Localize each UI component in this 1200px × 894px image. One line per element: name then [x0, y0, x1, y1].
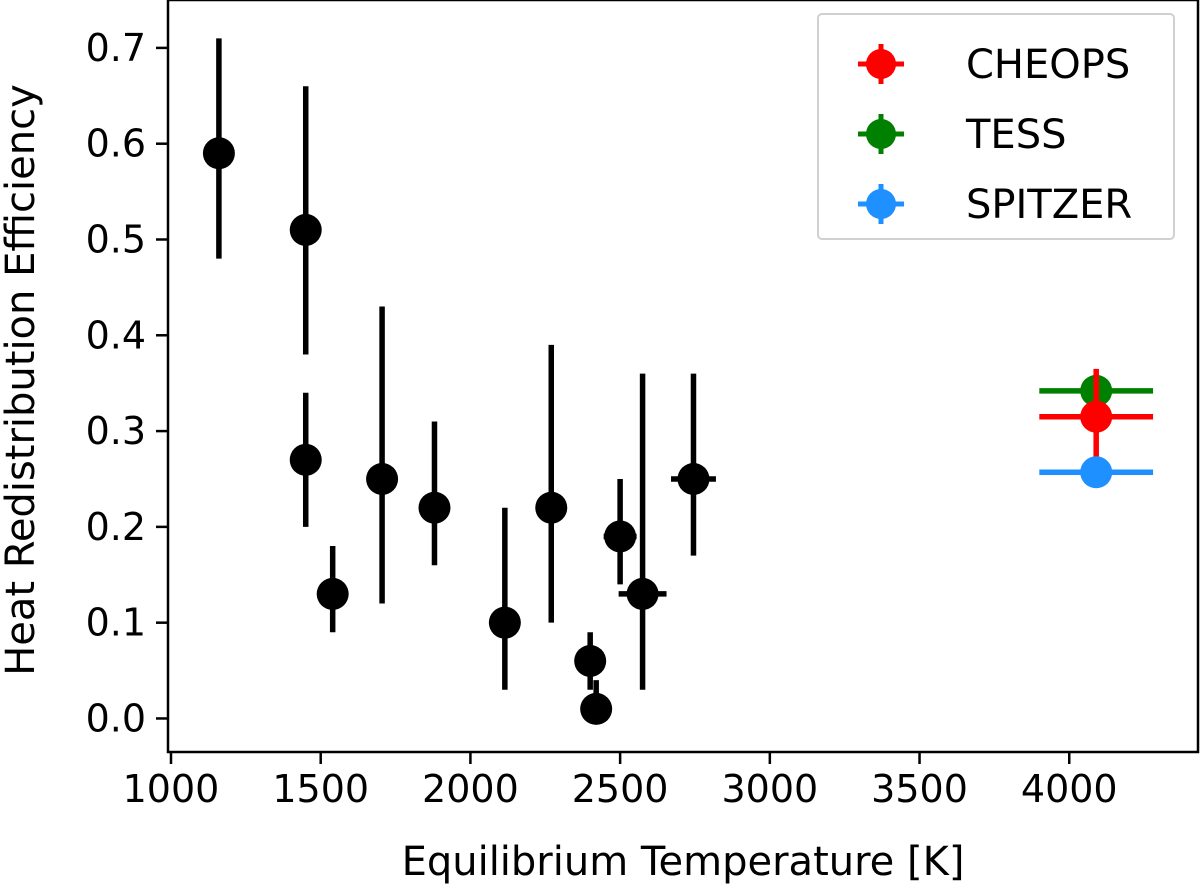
- series-literature: [202, 38, 716, 725]
- data-point: [289, 443, 322, 476]
- series-spitzer: [1039, 456, 1154, 489]
- y-tick-label: 0.7: [86, 26, 146, 70]
- y-tick-label: 0.3: [86, 409, 146, 453]
- x-tick-label: 2500: [572, 767, 669, 811]
- data-point: [316, 577, 349, 610]
- legend-marker: [866, 189, 896, 219]
- y-tick-label: 0.5: [86, 217, 146, 261]
- data-point: [574, 644, 607, 677]
- x-axis-label: Equilibrium Temperature [K]: [402, 839, 965, 885]
- legend-entry-spitzer: SPITZER: [858, 182, 1132, 228]
- axis-ticks: 1000 1500 2000 2500 3000 3500 4000 0.0 0.1 0.2 0.3…: [86, 26, 1118, 811]
- data-point: [1080, 400, 1113, 433]
- legend-label: CHEOPS: [966, 42, 1130, 88]
- y-axis-label: Heat Redistribution Efficiency: [0, 84, 44, 676]
- x-tick-label: 3000: [721, 767, 818, 811]
- y-tick-label: 0.6: [86, 122, 146, 166]
- series-cheops: [1039, 368, 1154, 465]
- legend-marker: [866, 119, 896, 149]
- data-point: [202, 137, 235, 170]
- data-marks: [202, 38, 1154, 725]
- data-point: [604, 520, 637, 553]
- data-point: [580, 692, 613, 725]
- x-tick-label: 1500: [272, 767, 369, 811]
- legend-label: TESS: [965, 112, 1067, 158]
- data-point: [1080, 456, 1113, 489]
- x-tick-label: 2000: [422, 767, 519, 811]
- legend: CHEOPS TESS SPITZER: [817, 13, 1175, 240]
- legend-entries: CHEOPS TESS SPITZER: [858, 42, 1132, 228]
- y-tick-label: 0.0: [86, 696, 146, 740]
- legend-marker: [866, 49, 896, 79]
- data-point: [289, 213, 322, 246]
- data-point: [418, 491, 451, 524]
- x-tick-label: 4000: [1021, 767, 1118, 811]
- data-point: [626, 577, 659, 610]
- data-point: [535, 491, 568, 524]
- legend-label: SPITZER: [966, 182, 1132, 228]
- legend-box: [817, 13, 1175, 240]
- legend-entry-tess: TESS: [858, 112, 1067, 158]
- y-tick-label: 0.4: [86, 313, 146, 357]
- y-tick-label: 0.1: [86, 601, 146, 645]
- data-point: [366, 462, 399, 495]
- legend-entry-cheops: CHEOPS: [858, 42, 1130, 88]
- x-tick-label: 3500: [871, 767, 968, 811]
- x-tick-label: 1000: [123, 767, 220, 811]
- data-point: [488, 606, 521, 639]
- data-point: [677, 462, 710, 495]
- y-tick-label: 0.2: [86, 505, 146, 549]
